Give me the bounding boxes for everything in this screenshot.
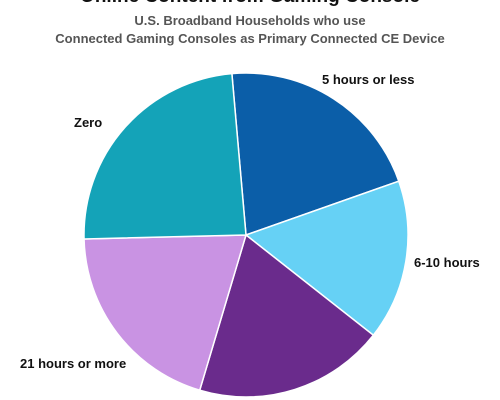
pie-slice-4: [83, 72, 247, 240]
slice-label-0: 5 hours or less: [322, 72, 414, 87]
slice-label-1: 6-10 hours: [414, 255, 480, 270]
slice-label-3: 21 hours or more: [20, 356, 126, 371]
pie-slice-0: [231, 72, 400, 237]
slice-label-4: Zero: [74, 115, 102, 130]
chart-title: Online Content from Gaming Console: [0, 0, 500, 8]
chart-subtitle-line-1: U.S. Broadband Households who use: [134, 13, 366, 28]
pie-slice-2: [198, 233, 375, 398]
pie-slice-1: [244, 180, 409, 337]
pie-slice-3: [83, 234, 248, 392]
chart-subtitle-line-2: Connected Gaming Consoles as Primary Con…: [55, 31, 445, 46]
